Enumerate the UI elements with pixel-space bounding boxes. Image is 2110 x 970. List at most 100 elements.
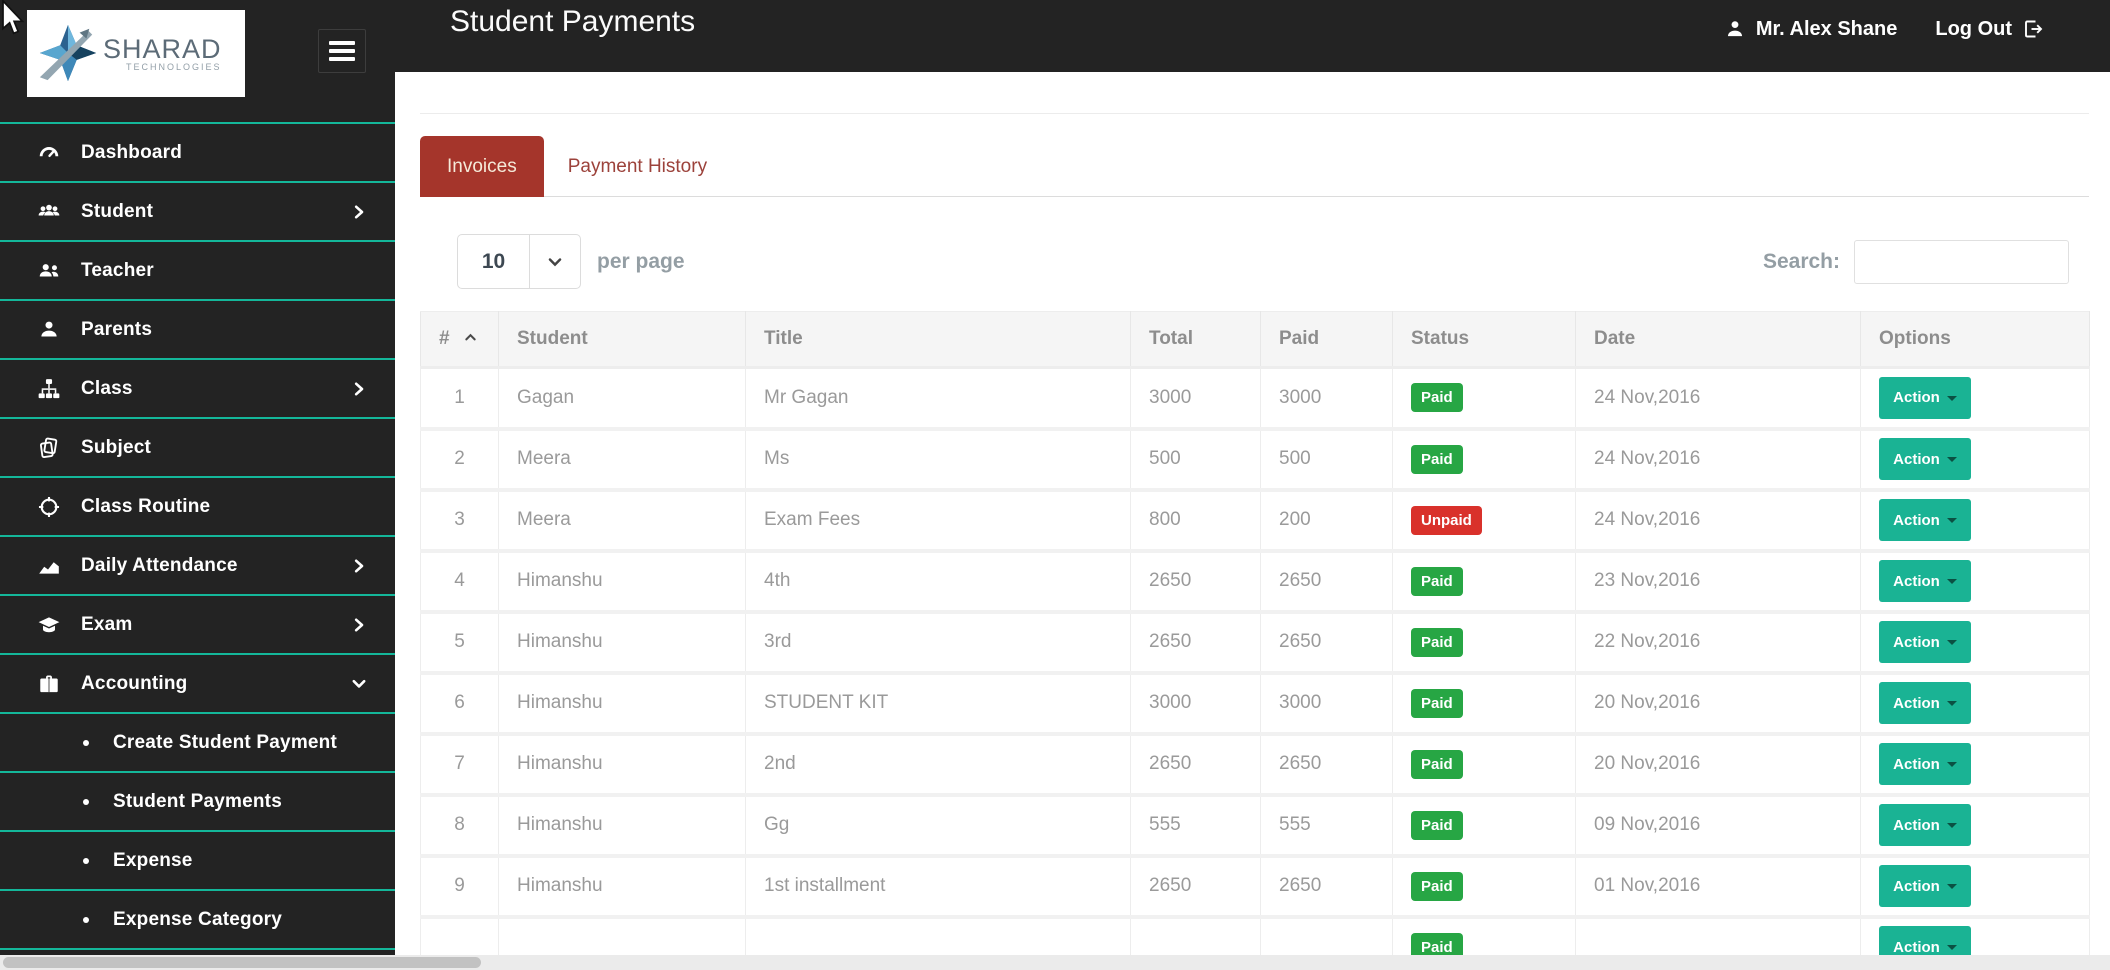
- tab-invoices[interactable]: Invoices: [420, 136, 544, 197]
- cell-total: 800: [1130, 489, 1261, 553]
- column-header-label: Options: [1879, 328, 1951, 349]
- status-badge: Paid: [1411, 749, 1463, 779]
- cell-options: Action: [1860, 489, 2090, 553]
- cell-total: 500: [1130, 428, 1261, 492]
- search-input[interactable]: [1854, 239, 2069, 284]
- sidebar-item-parents[interactable]: Parents: [0, 301, 395, 360]
- cell-options: Action: [1860, 794, 2090, 858]
- cell-date: 24 Nov,2016: [1575, 428, 1861, 492]
- action-button[interactable]: Action: [1879, 376, 1971, 419]
- column-header-num[interactable]: #: [420, 311, 499, 369]
- brand-subtitle: TECHNOLOGIES: [126, 62, 222, 72]
- action-button-label: Action: [1893, 633, 1940, 651]
- briefcase-icon: [37, 672, 61, 696]
- action-button[interactable]: Action: [1879, 621, 1971, 663]
- status-badge: Paid: [1411, 383, 1463, 413]
- sidebar-item-expense[interactable]: Expense: [0, 832, 395, 891]
- action-button[interactable]: Action: [1879, 743, 1971, 785]
- chart-icon: [37, 554, 61, 578]
- action-button-label: Action: [1893, 389, 1940, 407]
- sidebar-item-label: Expense Category: [113, 908, 282, 930]
- sidebar-item-label: Teacher: [81, 259, 154, 281]
- sidebar-item-student-payments[interactable]: Student Payments: [0, 773, 395, 832]
- cell-paid: 3000: [1260, 367, 1393, 431]
- cell-title: Gg: [745, 794, 1131, 858]
- bullet-icon: [83, 798, 89, 805]
- logout-label: Log Out: [1935, 17, 2012, 40]
- sidebar-item-label: Class: [81, 377, 133, 399]
- tab-payment-history[interactable]: Payment History: [567, 155, 708, 177]
- column-header-total[interactable]: Total: [1130, 311, 1261, 369]
- action-button[interactable]: Action: [1879, 865, 1971, 907]
- sidebar-toggle-button[interactable]: [318, 29, 366, 73]
- per-page-value: 10: [458, 235, 530, 288]
- cell-status: Paid: [1392, 672, 1576, 736]
- column-header-status[interactable]: Status: [1392, 311, 1576, 369]
- sidebar-item-dashboard[interactable]: Dashboard: [0, 124, 395, 183]
- cell-student: Meera: [498, 489, 746, 553]
- sidebar-item-subject[interactable]: Subject: [0, 419, 395, 478]
- cell-status: Paid: [1392, 428, 1576, 492]
- status-badge: Paid: [1411, 871, 1463, 901]
- logout-button[interactable]: Log Out: [1935, 18, 2044, 41]
- tab-bar: Invoices Payment History: [420, 136, 2089, 197]
- action-button[interactable]: Action: [1879, 560, 1971, 602]
- user-icon: [1727, 21, 1742, 37]
- brand-logo[interactable]: SHARAD TECHNOLOGIES: [27, 10, 245, 97]
- table-row: 2 Meera Ms 500 500 Paid 24 Nov,2016 Action: [420, 428, 2090, 492]
- action-button-label: Action: [1893, 572, 1940, 590]
- sidebar-item-accounting[interactable]: Accounting: [0, 655, 395, 714]
- cell-title: 4th: [745, 550, 1131, 614]
- chevron-right-icon: [351, 381, 367, 397]
- column-header-label: Total: [1149, 328, 1193, 349]
- user-menu[interactable]: Mr. Alex Shane: [1724, 18, 1897, 41]
- sidebar-item-daily-attendance[interactable]: Daily Attendance: [0, 537, 395, 596]
- sidebar-item-class-routine[interactable]: Class Routine: [0, 478, 395, 537]
- sidebar-item-label: Daily Attendance: [81, 554, 238, 576]
- cell-paid: 2650: [1260, 550, 1393, 614]
- cell-status: Paid: [1392, 794, 1576, 858]
- status-badge: Paid: [1411, 444, 1463, 474]
- table-row: 7 Himanshu 2nd 2650 2650 Paid 20 Nov,2016 Actio…: [420, 733, 2090, 797]
- sidebar-item-class[interactable]: Class: [0, 360, 395, 419]
- cell-title: STUDENT KIT: [745, 672, 1131, 736]
- cell-options: Action: [1860, 611, 2090, 675]
- chevron-down-icon: [351, 676, 367, 692]
- cell-paid: 500: [1260, 428, 1393, 492]
- column-header-title[interactable]: Title: [745, 311, 1131, 369]
- horizontal-scrollbar[interactable]: [0, 955, 2110, 970]
- scrollbar-thumb[interactable]: [3, 957, 481, 968]
- column-header-options[interactable]: Options: [1860, 311, 2090, 369]
- column-header-student[interactable]: Student: [498, 311, 746, 369]
- sidebar-item-create-student-payment[interactable]: Create Student Payment: [0, 714, 395, 773]
- cell-student: Himanshu: [498, 611, 746, 675]
- cell-num: 7: [420, 733, 499, 797]
- action-button[interactable]: Action: [1879, 682, 1971, 724]
- sidebar-item-expense-category[interactable]: Expense Category: [0, 891, 395, 950]
- table-row: 4 Himanshu 4th 2650 2650 Paid 23 Nov,2016 Actio…: [420, 550, 2090, 614]
- table-row: 6 Himanshu STUDENT KIT 3000 3000 Paid 20 Nov,2…: [420, 672, 2090, 736]
- cell-student: Meera: [498, 428, 746, 492]
- action-button[interactable]: Action: [1879, 499, 1971, 541]
- brand-name: SHARAD: [103, 34, 222, 64]
- logout-icon: [2025, 20, 2043, 38]
- search-label: Search:: [1762, 249, 1840, 273]
- action-button-label: Action: [1893, 816, 1940, 834]
- cell-student: Gagan: [498, 367, 746, 431]
- action-button[interactable]: Action: [1879, 438, 1971, 480]
- column-header-date[interactable]: Date: [1575, 311, 1861, 369]
- sidebar-item-label: Dashboard: [81, 141, 183, 163]
- cell-paid: 3000: [1260, 672, 1393, 736]
- cell-student: Himanshu: [498, 550, 746, 614]
- teachers-icon: [37, 259, 61, 283]
- sidebar-item-student[interactable]: Student: [0, 183, 395, 242]
- cell-title: 3rd: [745, 611, 1131, 675]
- cell-num: 8: [420, 794, 499, 858]
- sidebar-item-teacher[interactable]: Teacher: [0, 242, 395, 301]
- column-header-paid[interactable]: Paid: [1260, 311, 1393, 369]
- per-page-select[interactable]: 10: [457, 234, 581, 289]
- column-header-label: Paid: [1279, 328, 1320, 349]
- status-badge: Paid: [1411, 688, 1463, 718]
- action-button[interactable]: Action: [1879, 804, 1971, 846]
- sidebar-item-exam[interactable]: Exam: [0, 596, 395, 655]
